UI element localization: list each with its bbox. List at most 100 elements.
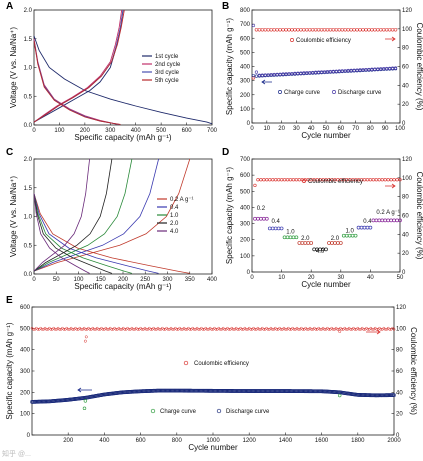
data-point (149, 327, 153, 331)
y2-axis-label: Coulombic efficiency (%) (415, 172, 423, 260)
data-point (383, 218, 388, 223)
data-point (251, 76, 256, 80)
data-point (282, 235, 287, 240)
data-point (40, 327, 44, 331)
data-point (266, 28, 270, 32)
legend-marker (216, 408, 222, 414)
data-point (36, 327, 40, 331)
x-tick-label: 50 (53, 277, 60, 283)
y2-tick-label: 80 (402, 46, 409, 52)
data-point (214, 327, 218, 331)
data-point (392, 178, 396, 182)
x-tick-label: 20 (308, 275, 315, 281)
data-point (58, 327, 61, 331)
data-point (274, 178, 278, 182)
legend-label: 3rd cycle (155, 70, 180, 76)
data-point (344, 233, 349, 238)
data-point (306, 178, 310, 182)
legend-marker (290, 38, 294, 42)
data-point (359, 225, 364, 230)
y2-tick-label: 0 (396, 433, 400, 439)
data-point (158, 327, 161, 331)
data-point (362, 327, 365, 331)
data-point (254, 28, 259, 32)
data-point (374, 178, 378, 182)
data-point (299, 71, 303, 75)
data-point (263, 73, 267, 77)
data-point (337, 69, 341, 73)
x-axis-label: Cycle number (188, 443, 238, 452)
x-tick-label: 200 (118, 277, 129, 283)
arrow-right (385, 36, 396, 42)
legend-marker (302, 179, 306, 183)
data-point (285, 178, 290, 182)
data-point (296, 28, 300, 32)
rate-label: 4.0 (316, 249, 325, 255)
data-point (218, 327, 222, 331)
data-point (333, 178, 337, 182)
data-point (293, 71, 297, 75)
data-point (259, 178, 263, 182)
data-point (322, 70, 327, 74)
data-point (114, 327, 118, 331)
data-point (145, 327, 148, 331)
legend-marker (278, 90, 282, 94)
data-point (278, 72, 282, 76)
data-point (338, 393, 342, 398)
legend-label: Charge curve (284, 90, 321, 96)
x-tick-label: 1200 (243, 438, 257, 444)
data-point (364, 67, 368, 72)
data-point (132, 327, 135, 331)
data-point (327, 327, 331, 331)
data-point (310, 327, 313, 331)
data-point (371, 218, 376, 223)
series-line-discharge (33, 193, 113, 274)
data-point (294, 235, 299, 240)
legend-label: Discharge curve (338, 90, 382, 96)
data-point (280, 178, 284, 182)
x-tick-label: 1800 (351, 438, 365, 444)
y-tick-label: 1.5 (24, 186, 33, 192)
data-point (271, 327, 274, 331)
x-axis-label: Cycle number (301, 280, 351, 289)
y-tick-label: 800 (240, 8, 251, 14)
data-point (105, 327, 109, 331)
legend-label: 5th cycle (155, 78, 179, 84)
data-point (349, 327, 352, 331)
data-point (325, 70, 330, 74)
data-point (373, 28, 377, 32)
data-point (32, 327, 35, 331)
data-point (287, 72, 291, 76)
data-point (309, 178, 313, 182)
data-point (340, 28, 344, 32)
data-point (347, 233, 352, 238)
y-tick-label: 400 (20, 348, 31, 354)
data-point (324, 247, 328, 252)
data-point (357, 327, 361, 331)
y2-tick-label: 20 (402, 251, 409, 257)
data-point (254, 70, 259, 74)
data-point (253, 327, 257, 331)
data-point (297, 178, 301, 182)
data-point (380, 218, 385, 223)
data-point (386, 178, 390, 182)
data-point (361, 28, 365, 32)
data-point (273, 226, 278, 231)
x-tick-label: 1400 (279, 438, 293, 444)
data-point (101, 327, 105, 331)
y-tick-label: 0.5 (24, 94, 33, 100)
data-point (281, 28, 285, 32)
data-point (259, 216, 263, 221)
data-point (257, 28, 262, 32)
y-tick-label: 100 (20, 412, 31, 418)
data-point (260, 28, 265, 32)
data-point (263, 28, 268, 32)
data-point (313, 28, 318, 32)
y-tick-label: 100 (240, 107, 251, 113)
data-point (162, 327, 166, 331)
y2-tick-label: 80 (396, 348, 403, 354)
data-point (166, 327, 170, 331)
legend-marker (183, 360, 189, 366)
data-point (379, 67, 383, 71)
data-point (343, 69, 347, 73)
